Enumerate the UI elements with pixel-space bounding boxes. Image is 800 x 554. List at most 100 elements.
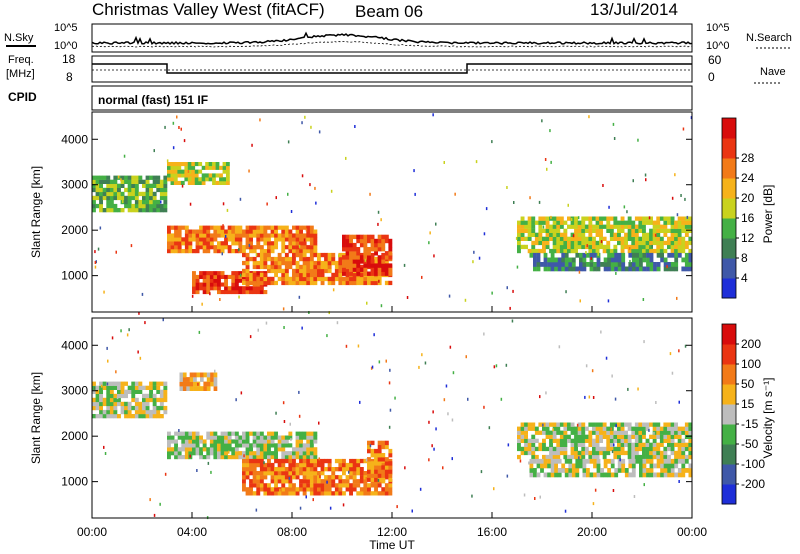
velocity-speckle <box>318 421 320 425</box>
velocity-colorbar-tick-label: 15 <box>741 397 755 411</box>
velocity-cell <box>627 422 632 427</box>
velocity-cell <box>320 483 325 488</box>
velocity-cell <box>674 463 679 469</box>
power-cell <box>564 257 569 263</box>
power-cell <box>377 238 382 244</box>
velocity-cell <box>263 467 268 472</box>
power-cell <box>359 276 364 282</box>
velocity-cell <box>177 447 182 452</box>
velocity-cell <box>627 446 632 452</box>
velocity-cell <box>652 454 657 460</box>
velocity-cell <box>309 483 314 488</box>
power-cell <box>345 251 350 256</box>
velocity-cell <box>206 386 211 391</box>
velocity-cell <box>617 450 621 456</box>
velocity-cell <box>106 405 111 411</box>
velocity-speckle <box>615 424 617 428</box>
power-cell <box>227 229 232 234</box>
velocity-cell <box>384 444 389 450</box>
power-cell <box>317 256 321 262</box>
velocity-cell <box>359 487 364 492</box>
velocity-cell <box>256 435 261 440</box>
velocity-cell <box>588 454 593 460</box>
power-cell <box>374 267 378 272</box>
power-cell <box>174 249 178 254</box>
power-cell <box>577 236 582 241</box>
power-speckle <box>472 260 474 264</box>
power-cell <box>534 236 539 241</box>
power-cell <box>217 286 221 291</box>
power-cell <box>520 224 525 229</box>
velocity-cell <box>613 454 618 460</box>
velocity-cell <box>109 381 114 386</box>
power-cell <box>610 257 615 263</box>
power-cell <box>613 244 618 250</box>
velocity-cell <box>106 381 111 386</box>
power-cell <box>309 245 314 250</box>
velocity-cell <box>603 472 608 478</box>
velocity-cell <box>249 431 253 436</box>
power-cell <box>142 199 146 205</box>
velocity-cell <box>559 430 564 435</box>
velocity-cell <box>234 451 239 456</box>
velocity-cell <box>117 385 121 390</box>
velocity-cell <box>663 438 668 443</box>
velocity-speckle <box>451 418 454 422</box>
velocity-speckle <box>298 390 300 394</box>
power-cell <box>92 179 96 184</box>
x-tick-label: 20:00 <box>577 525 607 539</box>
velocity-cell <box>670 468 675 473</box>
power-cell <box>295 241 300 246</box>
power-cell <box>226 177 230 182</box>
power-cell <box>688 228 693 233</box>
velocity-cell <box>159 393 164 399</box>
power-cell <box>381 238 386 244</box>
power-cell <box>334 268 339 274</box>
velocity-cell <box>663 434 668 439</box>
velocity-cell <box>302 475 307 480</box>
power-cell <box>352 267 357 272</box>
velocity-cell <box>281 479 286 484</box>
power-cell <box>288 229 293 234</box>
velocity-cell <box>674 426 678 431</box>
power-speckle <box>597 252 599 256</box>
power-cell <box>352 247 357 252</box>
power-cell <box>549 228 553 233</box>
power-colorbar-swatch <box>722 178 736 199</box>
velocity-cell <box>674 454 678 460</box>
power-cell <box>195 229 200 234</box>
power-speckle <box>413 169 415 173</box>
velocity-cell <box>284 471 289 476</box>
velocity-cell <box>213 372 218 378</box>
power-cell <box>552 236 557 241</box>
power-cell <box>610 266 615 272</box>
power-cell <box>349 267 353 272</box>
velocity-cell <box>292 471 296 476</box>
velocity-cell <box>295 467 300 472</box>
power-cell <box>131 175 136 180</box>
velocity-cell <box>192 443 196 448</box>
power-cell <box>670 220 675 225</box>
velocity-cell <box>345 475 350 480</box>
velocity-cell <box>106 401 111 407</box>
velocity-cell <box>138 409 143 415</box>
velocity-cell <box>688 446 693 452</box>
velocity-cell <box>138 414 143 419</box>
velocity-cell <box>182 377 187 382</box>
velocity-cell <box>288 471 293 476</box>
velocity-cell <box>602 454 607 460</box>
power-cell <box>527 248 532 254</box>
velocity-cell <box>256 451 261 456</box>
power-cell <box>645 216 650 221</box>
power-cell <box>531 244 536 250</box>
power-cell <box>177 237 182 242</box>
velocity-speckle <box>282 401 285 405</box>
velocity-cell <box>209 443 214 448</box>
power-cell <box>374 271 378 276</box>
power-cell <box>173 169 178 174</box>
velocity-cell <box>224 439 228 444</box>
power-cell <box>538 236 543 241</box>
velocity-cell <box>267 447 271 452</box>
power-cell <box>199 245 203 250</box>
power-cell <box>106 175 111 180</box>
